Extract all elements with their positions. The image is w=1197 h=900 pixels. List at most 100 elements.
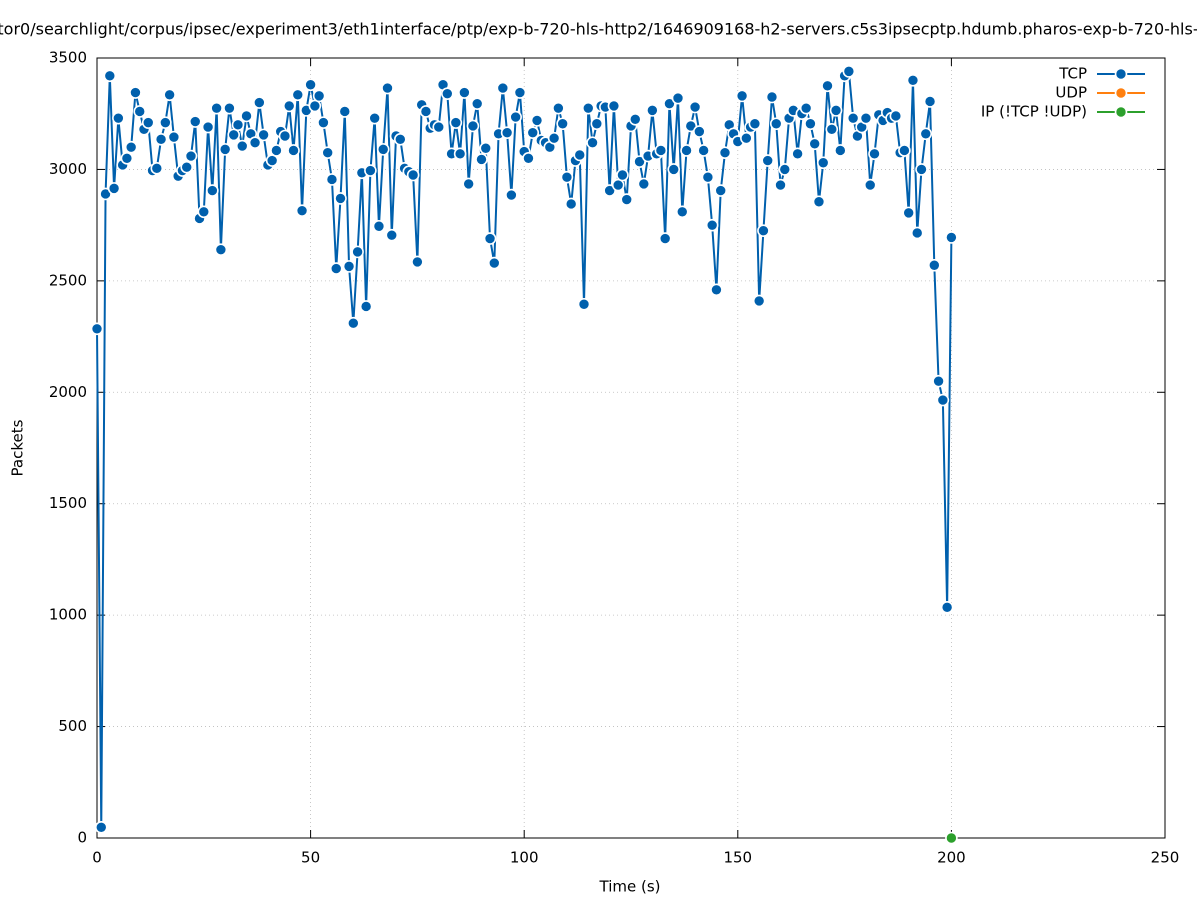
data-point xyxy=(496,81,510,95)
data-point xyxy=(898,144,911,157)
data-point xyxy=(834,144,847,157)
data-point xyxy=(150,162,164,175)
data-point xyxy=(94,821,108,834)
data-point xyxy=(120,151,134,165)
data-point xyxy=(684,119,698,133)
y-tick-label: 500 xyxy=(58,717,87,735)
data-point xyxy=(945,231,958,244)
legend-marker xyxy=(1114,105,1128,119)
data-point xyxy=(714,184,728,197)
data-point xyxy=(573,148,587,162)
data-point xyxy=(90,322,104,336)
data-point xyxy=(291,88,305,102)
y-tick-label: 0 xyxy=(77,829,87,847)
data-point xyxy=(688,100,702,114)
data-point xyxy=(500,126,514,139)
plot-frame xyxy=(96,57,1166,839)
data-point xyxy=(842,65,856,78)
data-point xyxy=(804,117,817,131)
data-point xyxy=(453,147,467,161)
data-point xyxy=(868,147,881,161)
data-point xyxy=(769,117,783,131)
data-point xyxy=(705,218,719,232)
data-point xyxy=(257,128,270,142)
data-point xyxy=(799,101,813,115)
data-point xyxy=(231,118,245,132)
data-point xyxy=(112,111,125,125)
data-point xyxy=(479,141,493,155)
data-point xyxy=(253,96,266,109)
data-point xyxy=(154,133,168,146)
data-point xyxy=(906,73,920,87)
data-point xyxy=(863,178,877,192)
data-point xyxy=(919,127,933,141)
legend-label: IP (!TCP !UDP) xyxy=(981,103,1087,121)
data-point xyxy=(103,69,117,83)
data-point xyxy=(945,831,958,845)
data-point xyxy=(633,155,646,168)
data-point xyxy=(197,205,211,219)
data-point xyxy=(475,153,488,166)
data-point xyxy=(675,205,689,219)
data-point xyxy=(381,81,394,95)
data-point xyxy=(406,168,420,182)
data-point xyxy=(697,144,710,157)
data-point xyxy=(411,255,424,269)
series-line xyxy=(96,69,953,828)
data-point xyxy=(808,137,821,151)
data-point xyxy=(466,119,480,133)
data-point xyxy=(522,151,535,165)
x-tick-label: 150 xyxy=(723,849,752,867)
y-tick-label: 1500 xyxy=(49,494,87,512)
data-point xyxy=(620,193,634,206)
data-point xyxy=(159,116,172,129)
data-point xyxy=(163,88,176,102)
data-point xyxy=(701,170,715,184)
data-point xyxy=(765,90,779,104)
data-point xyxy=(133,105,147,118)
data-point xyxy=(735,89,749,103)
legend-marker xyxy=(1114,67,1128,81)
data-point xyxy=(334,192,347,205)
data-point xyxy=(846,111,860,125)
data-point xyxy=(505,188,518,202)
data-point xyxy=(710,283,723,297)
data-point xyxy=(270,144,283,157)
data-point xyxy=(748,117,762,131)
data-point xyxy=(141,116,155,129)
data-point xyxy=(902,206,915,220)
legend-label: TCP xyxy=(1058,65,1087,83)
data-point xyxy=(526,126,540,139)
data-point xyxy=(312,89,326,103)
data-point xyxy=(432,120,446,134)
data-point xyxy=(607,99,621,113)
data-point xyxy=(590,117,604,131)
data-point xyxy=(637,177,651,191)
data-point xyxy=(680,144,693,157)
data-point xyxy=(129,86,142,99)
data-point xyxy=(513,86,527,99)
data-point xyxy=(940,601,954,614)
data-point xyxy=(347,316,360,330)
data-point xyxy=(372,219,386,233)
data-point xyxy=(560,170,574,184)
data-point xyxy=(774,178,787,192)
data-point xyxy=(923,95,937,108)
data-point xyxy=(671,91,685,105)
data-point xyxy=(667,163,681,176)
data-point xyxy=(329,262,343,275)
data-point xyxy=(368,111,381,125)
data-point xyxy=(462,177,475,191)
data-point xyxy=(487,256,501,270)
data-point xyxy=(458,86,471,99)
data-point xyxy=(812,195,826,209)
data-point xyxy=(359,300,373,313)
data-point xyxy=(778,163,792,176)
data-point xyxy=(932,374,945,388)
data-point xyxy=(240,109,253,123)
data-point xyxy=(910,226,924,240)
chart-title: tor0/searchlight/corpus/ipsec/experiment… xyxy=(0,20,1197,39)
data-point xyxy=(556,117,569,131)
data-point xyxy=(791,147,804,161)
